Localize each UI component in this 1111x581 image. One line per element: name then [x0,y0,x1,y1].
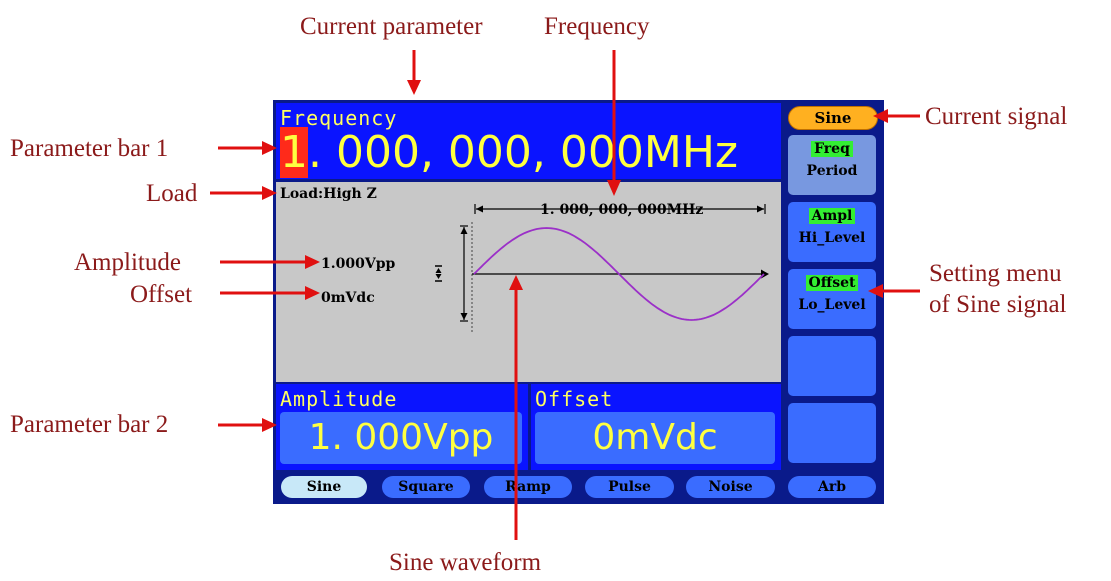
frequency-value[interactable]: 1. 000, 000, 000MHz [280,127,739,178]
offset-label: Offset [130,281,193,308]
period-left-arrow [476,205,483,213]
menu-empty-button-1[interactable] [788,336,876,396]
amplitude-top-arrow [460,227,468,234]
parameter-bar-1[interactable]: Frequency 1. 000, 000, 000MHz [276,103,781,179]
waveform-amplitude: 1.000Vpp [321,256,396,272]
waveform-display: Load:High Z 1. 000, 000, 000MHz 1.000Vpp… [276,182,781,382]
parameter-bar-1-label: Parameter bar 1 [10,135,169,162]
sine-waveform-label: Sine waveform [389,549,542,576]
offset-menu-label: Offset [805,275,859,291]
baseline-arrow [761,269,769,279]
offset-value[interactable]: 0mVdc [535,412,775,464]
cursor-digit[interactable]: 1 [280,127,308,178]
tab-noise[interactable]: Noise [686,476,775,498]
period-label: Period [806,163,858,179]
load-label: Load [146,180,198,207]
parameter-bar-2-offset[interactable]: Offset 0mVdc [531,384,781,470]
current-signal-label: Current signal [925,103,1068,130]
tab-ramp[interactable]: Ramp [484,476,572,498]
parameter-bar-1-title: Frequency [280,106,398,130]
lo-level-label: Lo_Level [798,297,866,313]
waveform-frequency-label: 1. 000, 000, 000MHz [538,202,706,218]
amplitude-label: Amplitude [74,249,181,276]
amplitude-title: Amplitude [280,387,398,411]
current-signal-button[interactable]: Sine [788,106,878,130]
waveform-tab-bar: Sine Square Ramp Pulse Noise Arb [276,474,881,500]
setting-menu-label: Setting menu [929,260,1062,287]
setting-menu-label-line2: of Sine signal [929,291,1067,318]
sine-waveform-plot [435,204,769,332]
amplitude-bottom-arrow [460,313,468,320]
frequency-annotation-label: Frequency [544,13,650,40]
parameter-bar-2-label: Parameter bar 2 [10,411,169,438]
offset-marker-down-arrow [435,274,442,279]
offset-marker-up-arrow [435,268,442,273]
menu-empty-button-2[interactable] [788,403,876,463]
setting-menu: Sine Freq Period Ampl Hi_Level Offset Lo… [786,103,881,467]
frequency-value-rest: . 000, 000, 000MHz [308,127,739,178]
current-parameter-label: Current parameter [300,13,483,40]
ampl-hilevel-button[interactable]: Ampl Hi_Level [788,202,876,262]
freq-label: Freq [811,141,853,157]
period-right-arrow [757,205,764,213]
offset-title: Offset [535,387,614,411]
parameter-bar-2-amplitude[interactable]: Amplitude 1. 000Vpp [276,384,528,470]
tab-sine[interactable]: Sine [281,476,367,498]
device-screen: Frequency 1. 000, 000, 000MHz Load:High … [273,100,884,504]
load-indicator: Load:High Z [280,186,377,202]
tab-arb[interactable]: Arb [788,476,876,498]
offset-lolevel-button[interactable]: Offset Lo_Level [788,269,876,329]
freq-period-button[interactable]: Freq Period [788,135,876,195]
ampl-label: Ampl [808,208,856,224]
hi-level-label: Hi_Level [798,230,866,246]
tab-pulse[interactable]: Pulse [585,476,674,498]
amplitude-value[interactable]: 1. 000Vpp [280,412,522,464]
waveform-offset: 0mVdc [321,290,375,306]
sine-wave-trace [473,227,765,321]
tab-square[interactable]: Square [382,476,470,498]
